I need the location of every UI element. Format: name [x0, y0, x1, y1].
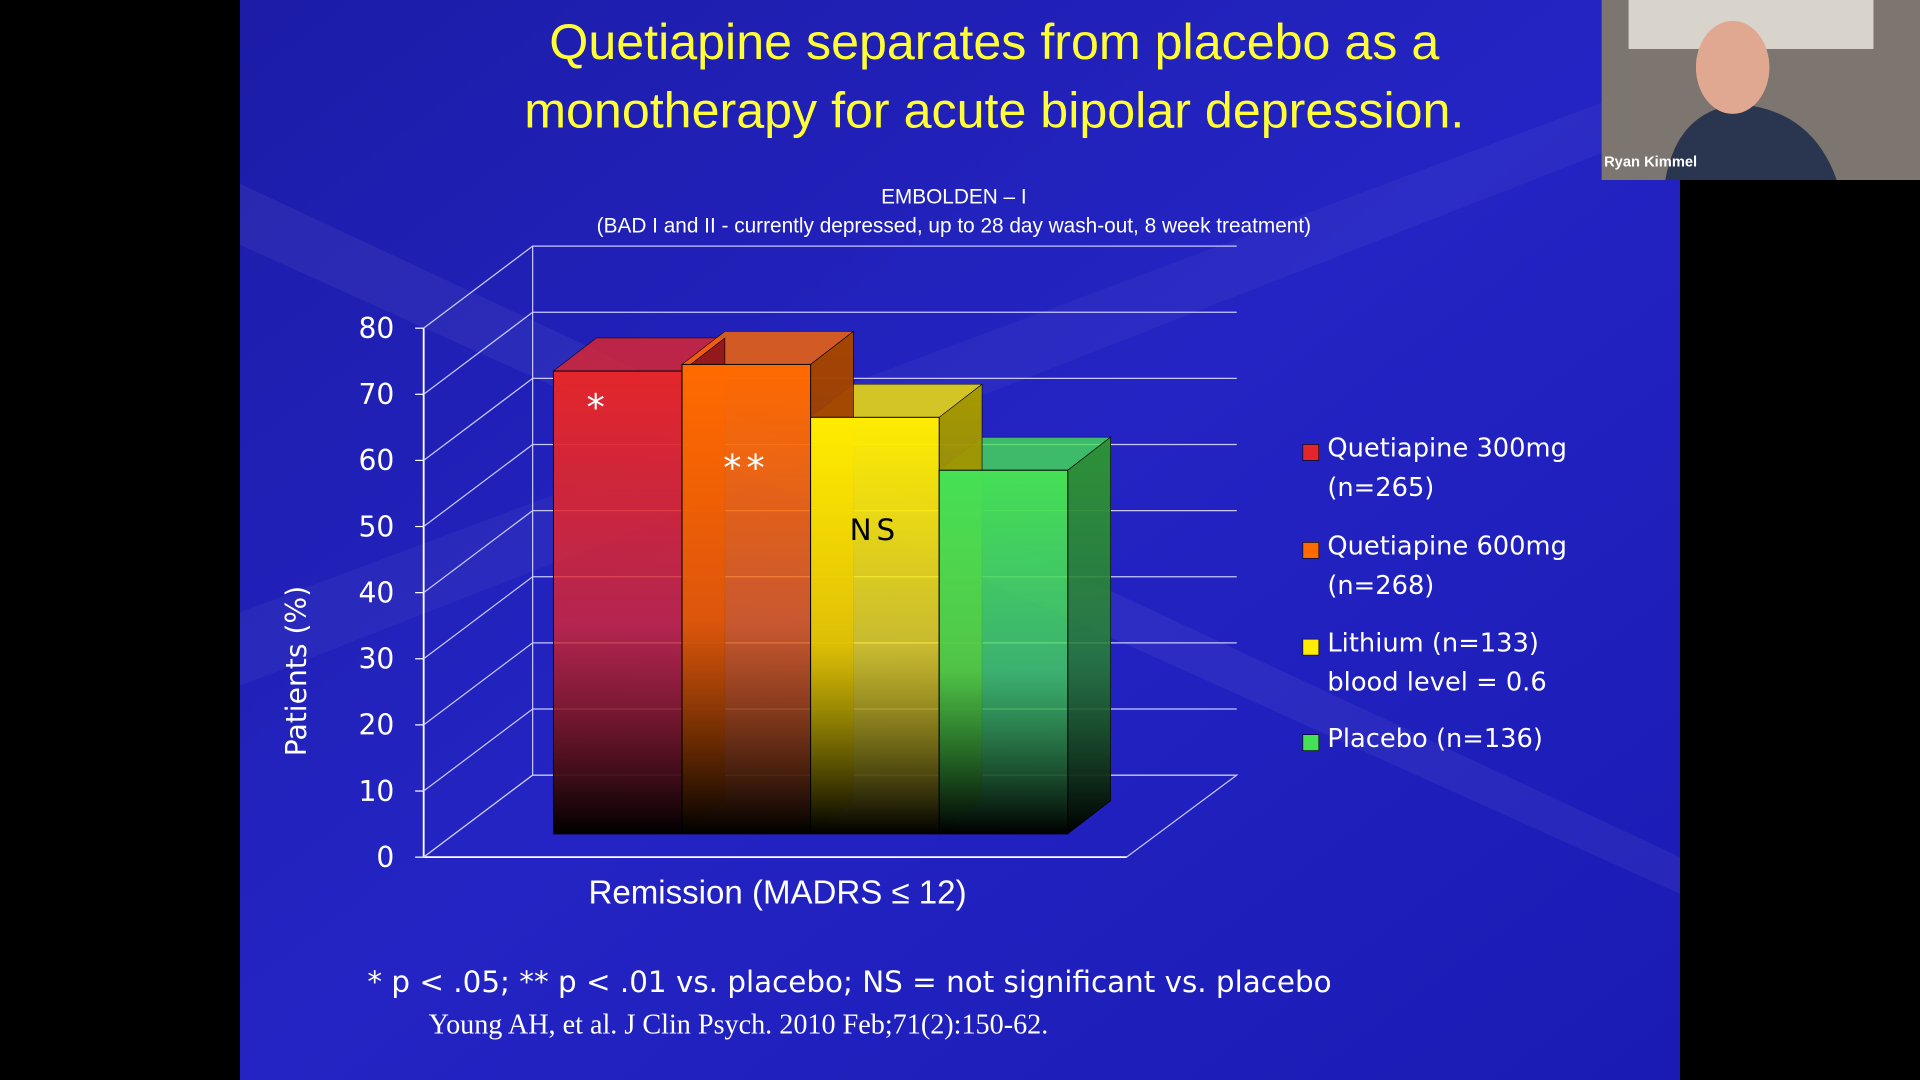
bar-annotation: NS — [850, 513, 900, 547]
slide-title: Quetiapine separates from placebo as a — [549, 14, 1439, 70]
bar — [810, 416, 940, 835]
video-person — [1665, 104, 1837, 180]
legend-entry: Placebo (n=136) — [1327, 723, 1543, 754]
legend-label: Quetiapine 600mg (n=268) — [1327, 531, 1567, 600]
bar-annotation: * — [587, 386, 610, 429]
y-tick-label: 20 — [358, 709, 394, 742]
y-tick-label: 30 — [358, 643, 394, 676]
legend-label: Lithium (n=133) blood level = 0.6 — [1327, 628, 1547, 697]
y-tick-label: 40 — [358, 576, 394, 609]
bar — [552, 370, 683, 835]
bar-annotation: ** — [723, 447, 770, 490]
y-tick-label: 70 — [358, 378, 394, 411]
y-tick-label: 50 — [358, 510, 394, 543]
participant-name: Ryan Kimmel — [1604, 155, 1697, 171]
grid-line — [423, 245, 1237, 329]
footnote: * p < .05; ** p < .01 vs. placebo; NS = … — [367, 965, 1331, 999]
grid-line — [423, 311, 1237, 395]
bar — [938, 469, 1069, 835]
chart-title: EMBOLDEN – I — [881, 185, 1027, 208]
y-axis-label: Patients (%) — [280, 586, 313, 756]
bar — [681, 363, 812, 835]
legend-label: Placebo (n=136) — [1327, 723, 1543, 754]
y-tick-label: 10 — [358, 775, 394, 808]
legend-swatch — [1302, 542, 1320, 559]
legend-swatch — [1302, 638, 1320, 656]
video-person — [1695, 20, 1770, 114]
grid-line — [423, 377, 1237, 461]
slide-title: monotherapy for acute bipolar depression… — [524, 82, 1464, 138]
chart-subtitle: (BAD I and II - currently depressed, up … — [597, 215, 1311, 238]
x-tick-label: Remission (MADRS ≤ 12) — [589, 875, 967, 912]
legend-label: Quetiapine 300mg (n=265) — [1327, 433, 1567, 503]
bar-side-shade — [1067, 437, 1111, 834]
y-tick-label: 0 — [376, 841, 394, 874]
y-tick-label: 60 — [358, 444, 394, 477]
legend-swatch — [1302, 734, 1320, 751]
legend-entry: Quetiapine 300mg (n=265) — [1327, 433, 1567, 503]
video-tile: Ryan Kimmel — [1601, 0, 1920, 180]
citation: Young AH, et al. J Clin Psych. 2010 Feb;… — [429, 1009, 1049, 1040]
y-tick-label: 80 — [358, 312, 394, 345]
legend-entry: Lithium (n=133) blood level = 0.6 — [1327, 628, 1547, 697]
legend-entry: Quetiapine 600mg (n=268) — [1327, 531, 1567, 600]
legend-swatch — [1302, 444, 1320, 461]
